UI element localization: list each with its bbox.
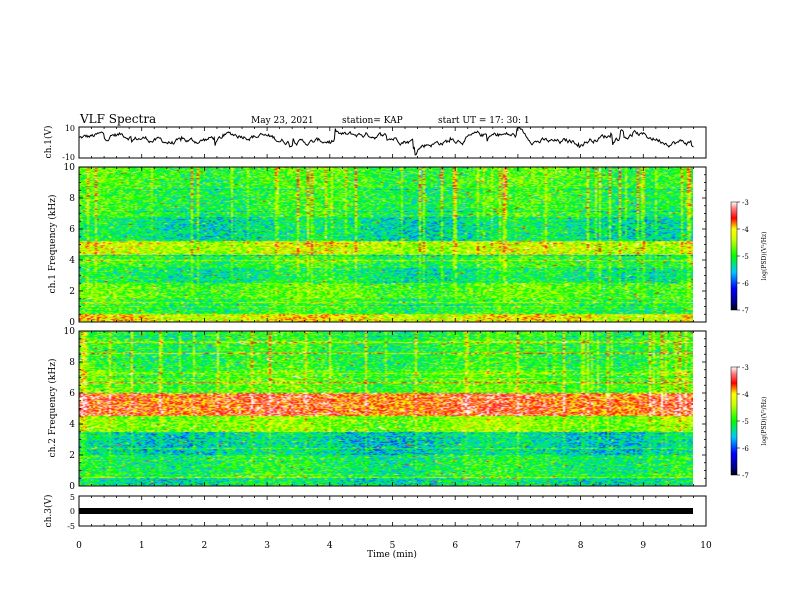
ch2-colorbar-label: log(PSD)(V²/Hz) (761, 397, 768, 446)
x-tick-label: 3 (264, 541, 270, 551)
ch1-ytick-bottom: -10 (62, 153, 75, 162)
colorbar-tick-label: -5 (742, 418, 749, 426)
y-tick-label: 0 (69, 482, 75, 492)
x-axis-ticks (78, 127, 707, 526)
ch1-spectrogram-ylabel: ch.1 Frequency (kHz) (47, 195, 58, 294)
colorbar-tick-label: -4 (742, 226, 749, 234)
x-tick-label: 7 (515, 541, 521, 551)
ch1-colorbar: -3 -4 -5 -6 -7 log(PSD)(V²/Hz) (730, 199, 768, 315)
y-tick-label: 10 (64, 327, 76, 337)
y-tick-label: 8 (69, 194, 75, 204)
x-axis-tick-labels: 0 1 2 3 4 5 6 7 8 9 10 (76, 541, 712, 551)
ch2-spectrogram-panel: 0 2 4 6 8 10 ch.2 Frequency (kHz) (47, 327, 707, 492)
x-tick-label: 9 (640, 541, 646, 551)
ch2-colorbar-gradient (730, 366, 738, 476)
x-tick-label: 1 (139, 541, 145, 551)
ch3-waveform-panel: 5 0 -5 ch.3(V) (43, 493, 707, 531)
ch1-waveform-line (78, 127, 694, 156)
x-tick-label: 8 (578, 541, 584, 551)
colorbar-tick-label: -3 (742, 199, 749, 207)
ch1-waveform-frame (78, 126, 707, 159)
start-time-label: start UT = 17: 30: 1 (438, 116, 530, 126)
y-tick-label: 10 (64, 163, 76, 173)
x-tick-label: 5 (390, 541, 396, 551)
ch1-waveform-panel: 10 -10 ch.1(V) (43, 124, 707, 162)
y-tick-label: 4 (69, 420, 75, 430)
colorbar-tick-label: -6 (742, 280, 749, 288)
ch1-spectrogram-image (79, 167, 693, 322)
colorbar-tick-label: -5 (742, 253, 749, 261)
colorbar-tick-label: -3 (742, 364, 749, 372)
y-tick-label: 8 (69, 358, 75, 368)
y-tick-label: 0 (69, 318, 75, 328)
ch2-colorbar: -3 -4 -5 -6 -7 log(PSD)(V²/Hz) (730, 364, 768, 480)
ch3-ytick-mid: 0 (70, 507, 75, 516)
colorbar-tick-label: -6 (742, 445, 749, 453)
ch2-spectrogram-image (79, 331, 693, 486)
y-tick-label: 6 (69, 389, 75, 399)
x-tick-label: 10 (700, 541, 712, 551)
y-tick-label: 4 (69, 256, 75, 266)
x-axis-label: Time (min) (367, 549, 417, 560)
date-label: May 23, 2021 (251, 116, 314, 126)
ch1-colorbar-gradient (730, 201, 738, 311)
colorbar-tick-label: -7 (742, 472, 749, 480)
x-tick-label: 2 (202, 541, 208, 551)
x-tick-label: 0 (76, 541, 82, 551)
station-label: station= KAP (342, 116, 403, 126)
ch2-spectrogram-ylabel: ch.2 Frequency (kHz) (47, 359, 58, 458)
y-tick-label: 2 (69, 287, 75, 297)
ch1-ytick-top: 10 (65, 124, 75, 133)
y-tick-label: 2 (69, 451, 75, 461)
ch1-waveform-ylabel: ch.1(V) (43, 126, 54, 159)
ch3-ytick-bottom: -5 (67, 522, 75, 531)
colorbar-tick-label: -7 (742, 307, 749, 315)
x-tick-label: 4 (327, 541, 333, 551)
ch3-waveform-ylabel: ch.3(V) (43, 495, 54, 528)
x-tick-label: 6 (452, 541, 458, 551)
ch1-colorbar-label: log(PSD)(V²/Hz) (761, 232, 768, 281)
figure-title: VLF Spectra (79, 112, 156, 126)
ch1-spectrogram-panel: 0 2 4 6 8 10 ch.1 Frequency (kHz) (47, 163, 707, 328)
ch3-ytick-top: 5 (70, 493, 75, 502)
ch3-waveform-band (79, 508, 693, 514)
colorbar-tick-label: -4 (742, 391, 749, 399)
y-tick-label: 6 (69, 225, 75, 235)
